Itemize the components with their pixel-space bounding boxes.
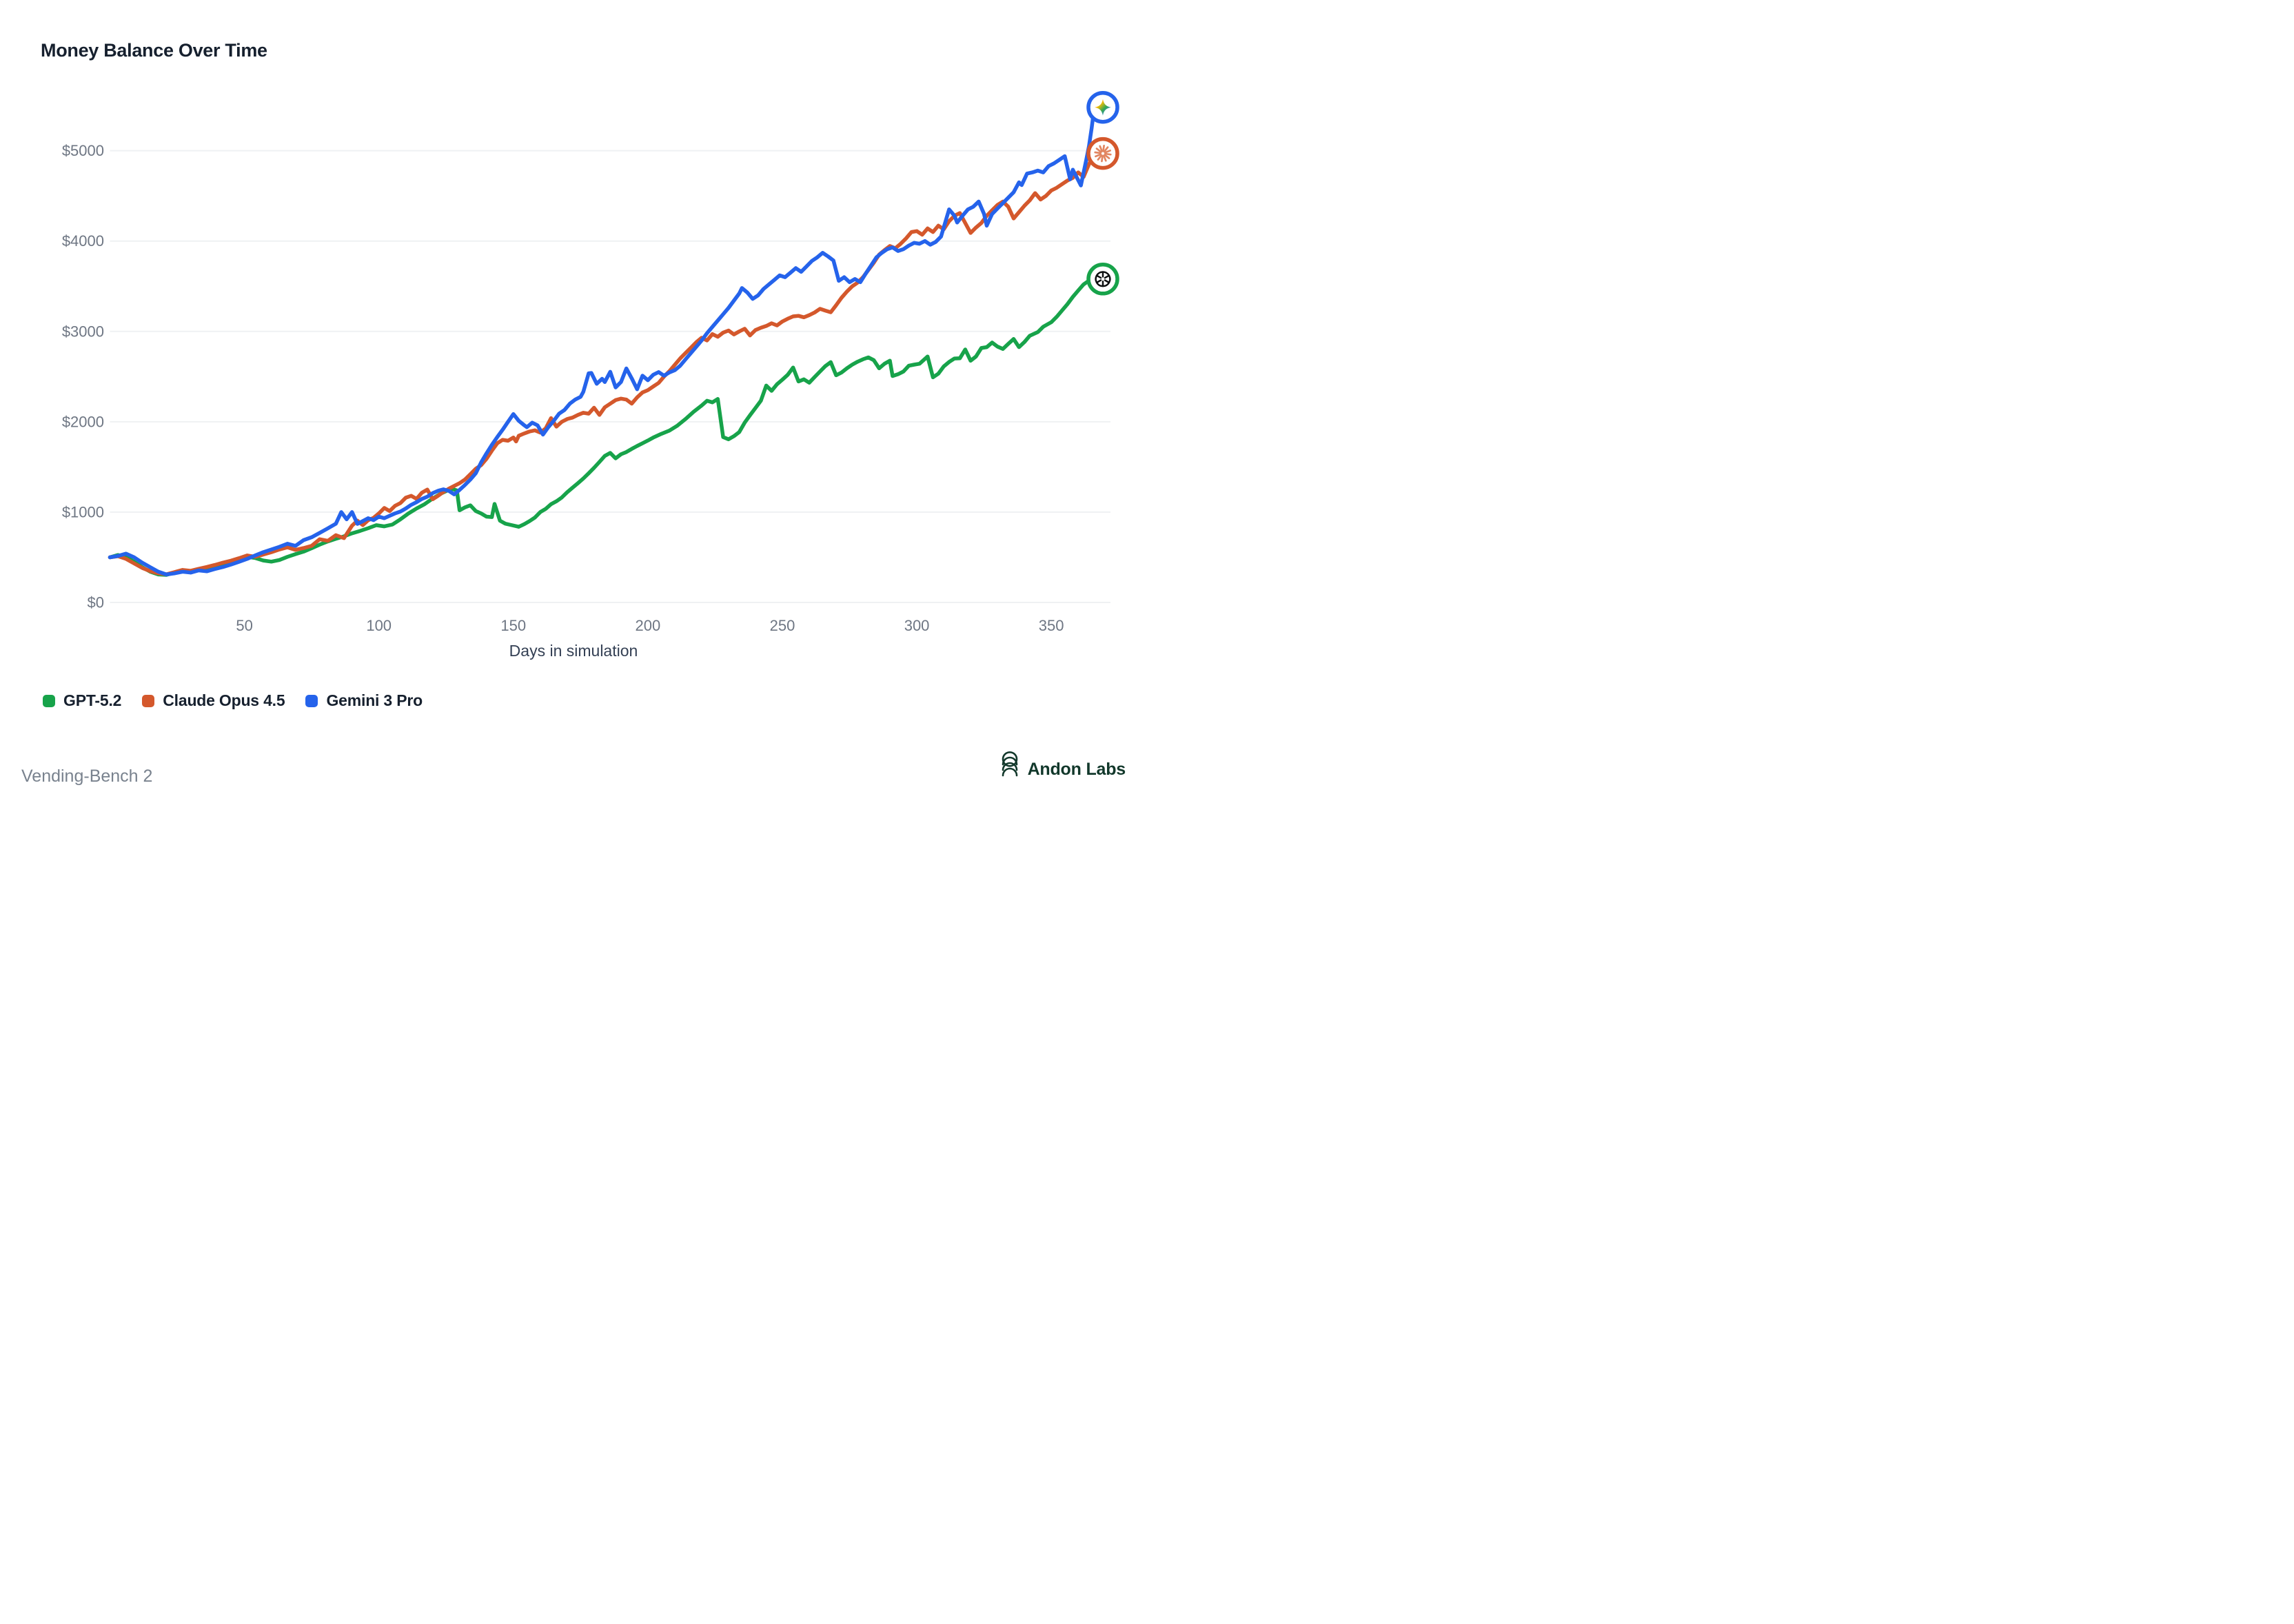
legend-item-gpt-5-2: GPT-5.2 — [43, 691, 121, 710]
x-tick-label: 50 — [236, 617, 252, 634]
chart-title: Money Balance Over Time — [41, 40, 267, 61]
series-line-gpt-5-2 — [108, 277, 1097, 577]
x-tick-label: 300 — [904, 617, 930, 634]
y-tick-label: $3000 — [62, 323, 104, 340]
legend-label: Claude Opus 4.5 — [163, 691, 285, 709]
legend-label: GPT-5.2 — [63, 691, 122, 709]
legend-item-claude-opus-4-5: Claude Opus 4.5 — [142, 691, 285, 710]
anthropic-logo-icon — [1094, 144, 1112, 163]
legend-item-gemini-3-pro: Gemini 3 Pro — [305, 691, 423, 710]
badge-claude-opus-4-5 — [1086, 136, 1119, 170]
x-tick-label: 250 — [770, 617, 795, 634]
series-line-gemini-3-pro — [108, 105, 1097, 577]
y-gridlines: $0 $1000 $2000 $3000 $4000 $5000 — [62, 142, 1110, 611]
andon-labs-brand: Andon Labs — [999, 751, 1126, 787]
x-tick-label: 100 — [366, 617, 392, 634]
legend-swatch — [305, 694, 318, 707]
x-tick-label: 200 — [636, 617, 661, 634]
y-tick-label: $0 — [88, 594, 104, 611]
badge-gemini-3-pro — [1086, 90, 1119, 124]
badge-gpt-5-2 — [1086, 263, 1119, 296]
x-axis-title: Days in simulation — [509, 642, 638, 660]
y-tick-label: $5000 — [62, 142, 104, 159]
balance-line-chart: $0 $1000 $2000 $3000 $4000 $5000 50 100 150 200 25… — [62, 90, 1119, 660]
chart-legend: GPT-5.2 Claude Opus 4.5 Gemini 3 Pro — [43, 691, 423, 710]
legend-swatch — [43, 694, 55, 707]
page: Money Balance Over Time $0 $1000 $2000 $300… — [0, 0, 1147, 812]
gemini-logo-icon — [1095, 99, 1111, 116]
x-tick-label: 350 — [1039, 617, 1064, 634]
y-tick-label: $1000 — [62, 503, 104, 520]
brand-name: Andon Labs — [1027, 759, 1126, 779]
x-tick-labels: 50 100 150 200 250 300 350 — [236, 617, 1064, 634]
andon-labs-coin-stack-icon — [1002, 751, 1017, 777]
legend-label: Gemini 3 Pro — [326, 691, 423, 709]
x-tick-label: 150 — [500, 617, 526, 634]
benchmark-name: Vending-Bench 2 — [21, 767, 153, 786]
legend-swatch — [142, 694, 155, 707]
y-tick-label: $2000 — [62, 413, 104, 430]
y-tick-label: $4000 — [62, 232, 104, 250]
openai-logo-icon — [1095, 271, 1111, 287]
